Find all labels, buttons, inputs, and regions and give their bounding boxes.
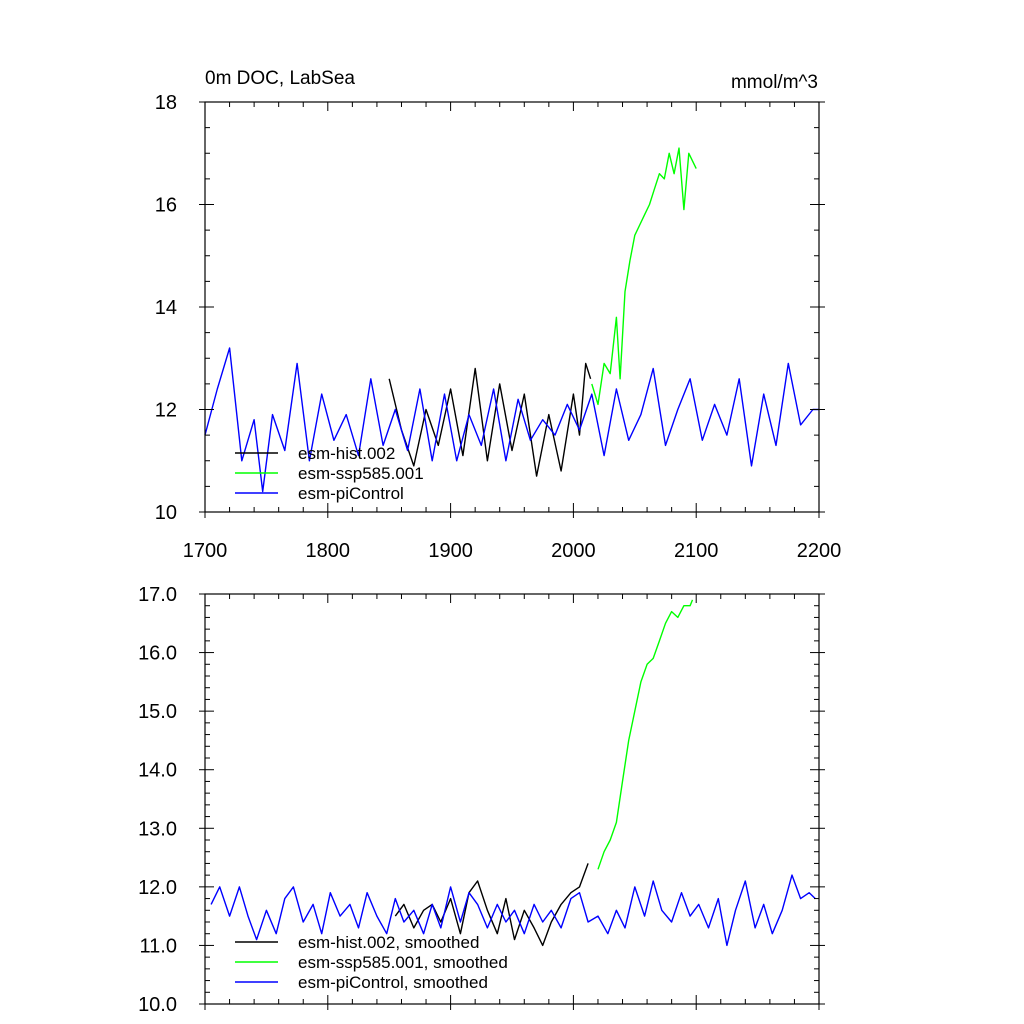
legend-label: esm-hist.002	[298, 444, 395, 463]
y-tick-label: 14.0	[138, 760, 177, 782]
x-tick-label: 2200	[797, 540, 842, 562]
top-chart-ticks: 1700 1800 1900 2000 2100 2200 10 12 14 16 18	[155, 92, 842, 562]
series-line-1	[597, 599, 694, 870]
legend-label: esm-piControl	[298, 484, 404, 503]
bottom-chart-ticks: 10.0 11.0 12.0 13.0 14.0 15.0 16.0 17.0	[138, 584, 825, 1016]
chart-title: 0m DOC, LabSea	[205, 68, 355, 89]
x-tick-label: 2000	[551, 540, 596, 562]
y-tick-label: 11.0	[140, 935, 177, 957]
legend-label: esm-hist.002, smoothed	[298, 933, 479, 952]
y-tick-label: 14	[155, 297, 177, 319]
series-line-0	[388, 362, 592, 477]
bottom-chart-frame	[204, 593, 820, 1005]
y-tick-label: 10.0	[138, 994, 177, 1016]
x-tick-label: 1700	[183, 540, 228, 562]
y-tick-label: 12.0	[138, 877, 177, 899]
units-label: mmol/m^3	[731, 72, 818, 93]
y-tick-label: 12	[155, 400, 177, 422]
y-tick-label: 16.0	[138, 643, 177, 665]
top-chart-panel: 0m DOC, LabSea mmol/m^3 1700 1800 1900 2000…	[155, 68, 842, 562]
y-tick-label: 18	[155, 92, 177, 114]
bottom-chart-panel: 10.0 11.0 12.0 13.0 14.0 15.0 16.0 17.0 esm-his…	[138, 584, 825, 1016]
series-line-1	[591, 147, 697, 406]
legend-label: esm-piControl, smoothed	[298, 973, 488, 992]
x-tick-label: 1800	[306, 540, 351, 562]
series-line-0	[394, 863, 589, 947]
y-tick-label: 16	[155, 195, 177, 217]
legend-label: esm-ssp585.001, smoothed	[298, 953, 508, 972]
x-tick-label: 1900	[428, 540, 473, 562]
y-tick-label: 10	[155, 502, 177, 524]
legend-label: esm-ssp585.001	[298, 464, 424, 483]
x-tick-label: 2100	[674, 540, 719, 562]
top-chart-series-group	[204, 147, 819, 493]
y-tick-label: 15.0	[138, 701, 177, 723]
series-line-2	[210, 874, 816, 947]
series-line-2	[204, 347, 819, 493]
y-tick-label: 13.0	[138, 818, 177, 840]
y-tick-label: 17.0	[138, 584, 177, 606]
bottom-chart-series-group	[210, 599, 816, 947]
